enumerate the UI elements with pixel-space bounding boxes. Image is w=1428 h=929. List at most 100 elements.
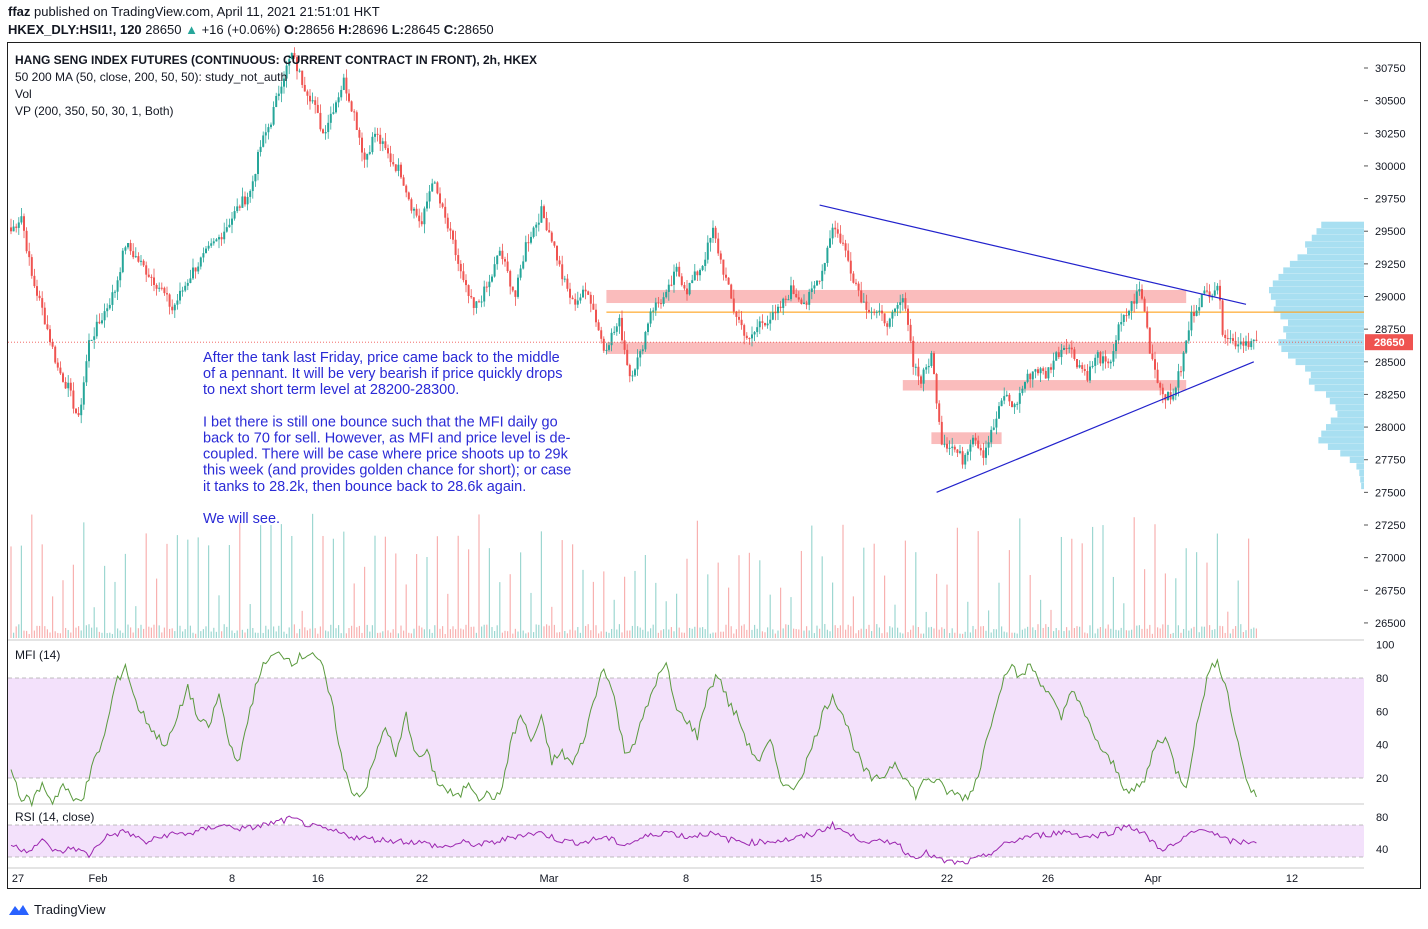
candle-body [1130,301,1133,311]
volume-bar [712,632,714,638]
candle-body [431,183,434,192]
volume-bar [10,546,12,638]
candle-body [509,271,512,287]
candle-body [1057,352,1060,358]
volume-bar [949,633,951,638]
volume-bar [665,601,667,638]
volume-profile-bar [1349,456,1364,464]
volume-bar [936,573,938,638]
volume-bar [447,593,449,638]
volume-bar [600,631,602,638]
volume-bar [1014,632,1016,638]
candle-body [194,267,197,272]
candle-body [1203,290,1206,294]
volume-bar [273,626,275,638]
candle-body [912,340,915,367]
volume-bar [967,601,969,638]
candle-body [493,264,496,277]
candle-body [964,454,967,465]
volume-bar [1136,625,1138,638]
candle-body [171,306,174,311]
volume-bar [1071,538,1073,638]
candle-body [743,325,746,336]
time-axis-label: 15 [810,873,822,885]
candle-body [150,276,153,278]
candle-body [402,177,405,186]
volume-bar [1037,624,1039,638]
candle-body [506,261,509,272]
volume-bar [1024,628,1026,638]
volume-bar [1099,626,1101,638]
candle-body [719,253,722,260]
price-axis-label: 30000 [1375,161,1406,173]
volume-bar [709,633,711,638]
volume-bar [117,628,119,638]
time-axis-label: Apr [1144,873,1161,885]
candle-body [613,331,616,333]
volume-bar [1232,628,1234,638]
candle-body [335,102,337,113]
volume-bar [127,624,129,638]
candle-body [1076,359,1078,368]
candle-body [795,293,798,298]
volume-bar [876,624,878,638]
candle-body [662,297,665,305]
candle-body [563,278,566,280]
candle-body [93,336,96,340]
candle-body [654,302,657,311]
volume-bar [1229,633,1231,638]
volume-bar [166,543,168,638]
candle-body [64,381,67,389]
volume-bar [1102,525,1104,638]
volume-bar [821,556,823,638]
candle-body [623,340,626,350]
volume-bar [106,633,108,638]
volume-bar [1081,543,1083,638]
author-name[interactable]: ffaz [8,4,31,19]
volume-bar [353,583,355,638]
volume-bar [845,629,847,638]
candle-body [758,321,761,328]
volume-bar [1001,626,1003,638]
volume-bar [304,627,306,638]
volume-bar [816,625,818,638]
volume-bar [990,632,992,638]
footer-brand[interactable]: TradingView [34,902,106,917]
candle-body [751,334,753,339]
volume-bar [83,522,85,638]
candle-body [467,285,470,296]
volume-bar [585,625,587,638]
volume-bar [566,633,568,638]
candle-body [210,243,213,246]
candle-body [470,295,473,298]
candle-body [714,227,717,239]
volume-profile-bar [1308,378,1364,385]
candle-body [381,141,384,144]
candle-body [12,226,15,232]
volume-bar [943,628,945,638]
volume-bar [1255,628,1257,638]
candle-body [452,230,454,240]
candle-body [384,141,387,149]
volume-bar [442,626,444,638]
volume-bar [873,543,875,638]
candle-body [1193,312,1195,316]
candle-body [943,443,946,445]
candle-body [114,291,116,293]
candle-body [756,327,759,333]
candle-body [15,226,18,228]
price-axis-label: 27500 [1375,487,1406,499]
candle-body [166,293,168,295]
volume-bar [962,633,964,638]
candle-body [1216,285,1219,291]
volume-bar [1073,627,1075,638]
candle-body [974,437,977,441]
candle-body [615,326,618,332]
volume-bar [1076,626,1078,638]
volume-bar [78,626,80,638]
volume-bar [1185,548,1187,638]
volume-bar [182,631,184,638]
volume-bar [327,631,329,638]
symbol-name: HKEX_DLY:HSI1!, 120 [8,22,142,37]
